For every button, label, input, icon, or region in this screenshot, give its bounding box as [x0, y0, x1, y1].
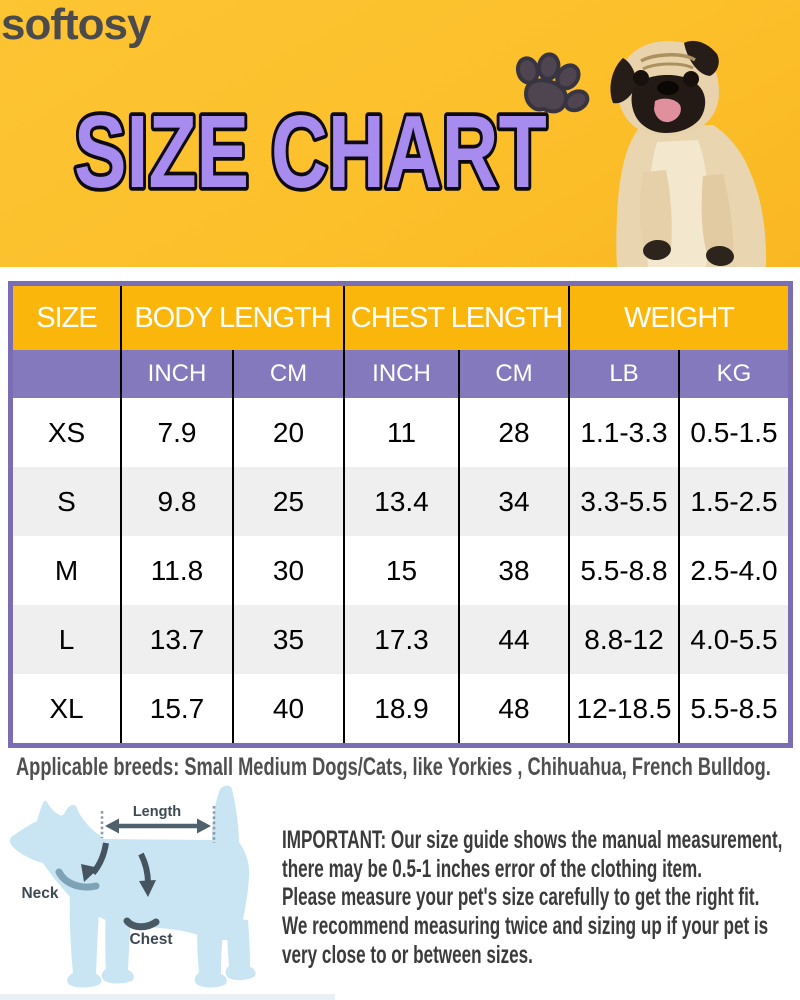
svg-text:SIZE CHART: SIZE CHART	[74, 95, 547, 210]
svg-text:Chest: Chest	[129, 931, 172, 948]
svg-text:Neck: Neck	[21, 885, 58, 902]
svg-text:Length: Length	[133, 804, 181, 820]
